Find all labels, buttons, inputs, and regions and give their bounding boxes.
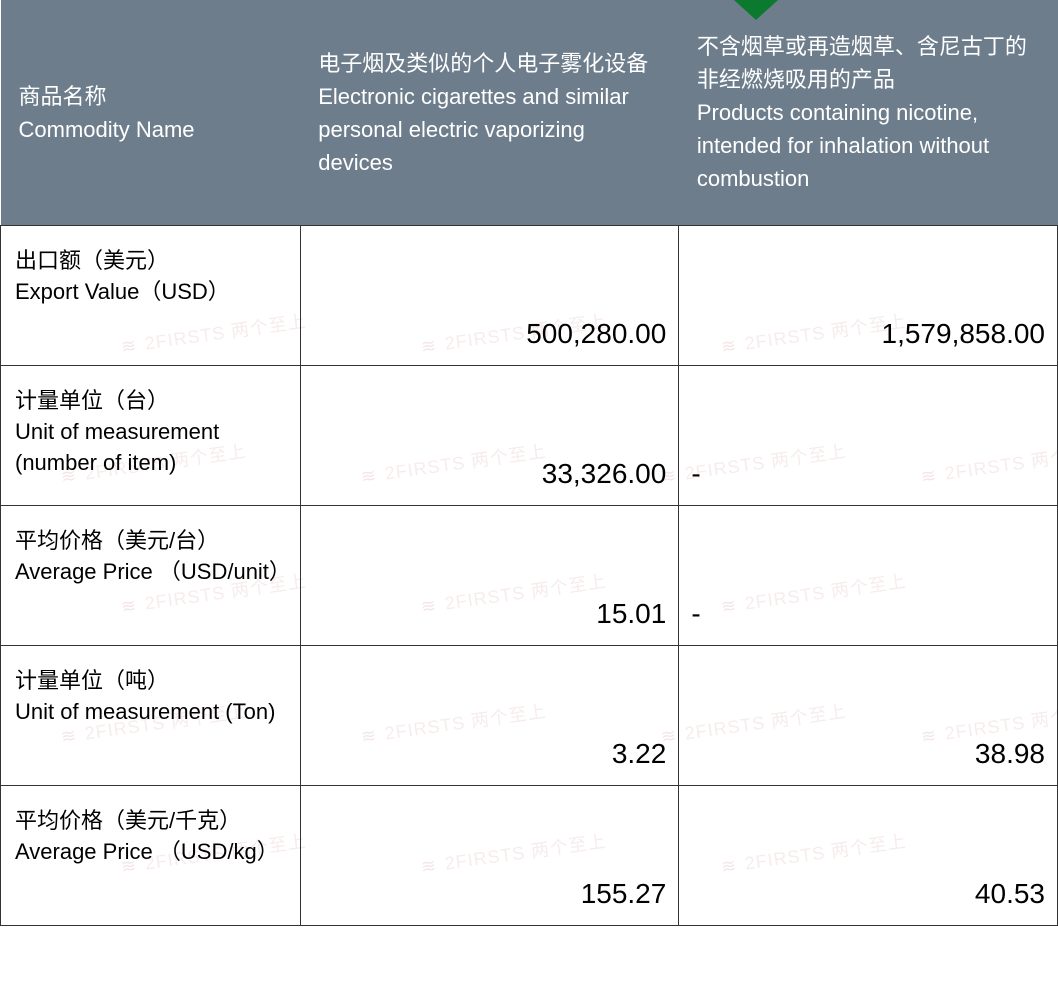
header-col2-en: Products containing nicotine, intended f…	[697, 96, 1040, 195]
data-cell: 38.98	[679, 646, 1058, 786]
data-cell: 155.27	[300, 786, 679, 926]
header-label-cell: 商品名称 Commodity Name	[1, 0, 301, 226]
row-label-cell: 平均价格（美元/台） Average Price （USD/unit）	[1, 506, 301, 646]
data-cell: 3.22	[300, 646, 679, 786]
header-col1-cn: 电子烟及类似的个人电子雾化设备	[318, 47, 661, 80]
commodity-table-container: 2FIRSTS 两个至上 2FIRSTS 两个至上 2FIRSTS 两个至上 2…	[0, 0, 1058, 926]
data-cell: 500,280.00	[300, 226, 679, 366]
header-col1-en: Electronic cigarettes and similar person…	[318, 80, 661, 179]
table-row: 出口额（美元） Export Value（USD） 500,280.00 1,5…	[1, 226, 1058, 366]
row-label-cn: 平均价格（美元/千克）	[15, 806, 286, 837]
data-cell: -	[679, 506, 1058, 646]
corner-triangle-icon	[734, 0, 778, 20]
data-cell: 33,326.00	[300, 366, 679, 506]
row-label-cn: 出口额（美元）	[15, 246, 286, 277]
row-label-en: Unit of measurement (Ton)	[15, 697, 286, 728]
header-col2-cn: 不含烟草或再造烟草、含尼古丁的非经燃烧吸用的产品	[697, 30, 1040, 96]
data-cell: -	[679, 366, 1058, 506]
data-cell: 15.01	[300, 506, 679, 646]
row-label-cell: 出口额（美元） Export Value（USD）	[1, 226, 301, 366]
row-label-cell: 计量单位（吨） Unit of measurement (Ton)	[1, 646, 301, 786]
row-label-en: Average Price （USD/unit）	[15, 557, 286, 588]
commodity-data-table: 商品名称 Commodity Name 电子烟及类似的个人电子雾化设备 Elec…	[0, 0, 1058, 926]
row-label-en: Unit of measurement (number of item)	[15, 417, 286, 479]
header-col1-cell: 电子烟及类似的个人电子雾化设备 Electronic cigarettes an…	[300, 0, 679, 226]
row-label-en: Average Price （USD/kg）	[15, 837, 286, 868]
header-label-en: Commodity Name	[19, 113, 283, 146]
row-label-cn: 计量单位（吨）	[15, 666, 286, 697]
header-label-cn: 商品名称	[19, 80, 283, 113]
table-row: 计量单位（台） Unit of measurement (number of i…	[1, 366, 1058, 506]
data-cell: 1,579,858.00	[679, 226, 1058, 366]
header-col2-cell: 不含烟草或再造烟草、含尼古丁的非经燃烧吸用的产品 Products contai…	[679, 0, 1058, 226]
table-row: 平均价格（美元/千克） Average Price （USD/kg） 155.2…	[1, 786, 1058, 926]
data-cell: 40.53	[679, 786, 1058, 926]
row-label-en: Export Value（USD）	[15, 277, 286, 308]
row-label-cn: 计量单位（台）	[15, 386, 286, 417]
table-row: 平均价格（美元/台） Average Price （USD/unit） 15.0…	[1, 506, 1058, 646]
row-label-cell: 计量单位（台） Unit of measurement (number of i…	[1, 366, 301, 506]
row-label-cn: 平均价格（美元/台）	[15, 526, 286, 557]
row-label-cell: 平均价格（美元/千克） Average Price （USD/kg）	[1, 786, 301, 926]
table-row: 计量单位（吨） Unit of measurement (Ton) 3.22 3…	[1, 646, 1058, 786]
table-header-row: 商品名称 Commodity Name 电子烟及类似的个人电子雾化设备 Elec…	[1, 0, 1058, 226]
